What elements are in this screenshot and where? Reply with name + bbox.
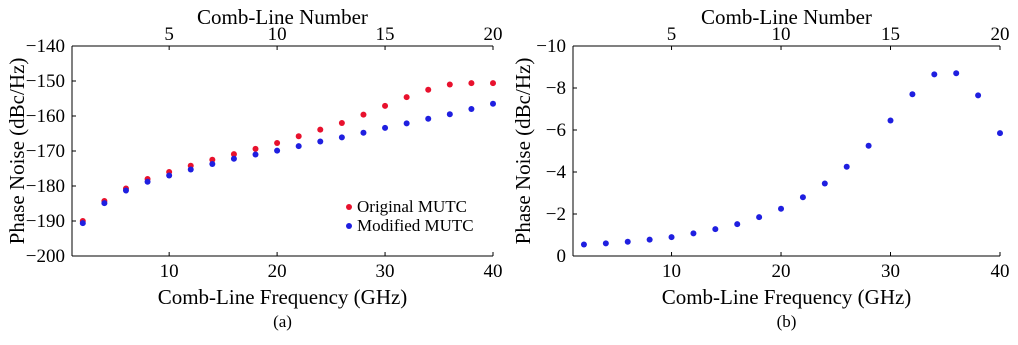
data-point-modified-mutc xyxy=(252,151,259,158)
data-point-original-mutc xyxy=(252,145,259,152)
data-point-series-0 xyxy=(668,234,675,241)
y-tick-label: −200 xyxy=(26,246,65,267)
top-x-tick-label: 15 xyxy=(376,24,395,45)
data-point-series-0 xyxy=(975,92,982,99)
data-point-modified-mutc xyxy=(274,147,281,154)
data-point-original-mutc xyxy=(446,81,453,88)
data-point-series-0 xyxy=(931,71,938,78)
data-point-modified-mutc xyxy=(187,166,194,173)
top-x-tick-label: 5 xyxy=(164,24,174,45)
data-point-original-mutc xyxy=(425,86,432,93)
data-point-modified-mutc xyxy=(425,115,432,122)
x-axis-label: Comb-Line Frequency (GHz) xyxy=(662,285,912,309)
data-point-original-mutc xyxy=(490,80,496,87)
data-point-modified-mutc xyxy=(317,138,324,145)
data-point-series-0 xyxy=(756,214,763,221)
data-point-modified-mutc xyxy=(490,100,496,107)
data-point-series-0 xyxy=(778,205,785,212)
y-tick-label: −140 xyxy=(26,36,65,57)
data-point-series-0 xyxy=(887,117,894,124)
data-point-modified-mutc xyxy=(338,134,345,141)
y-tick-label: −170 xyxy=(26,141,65,162)
data-point-original-mutc xyxy=(230,151,237,158)
x-tick-label: 20 xyxy=(772,261,791,282)
data-point-series-0 xyxy=(865,142,872,149)
data-point-modified-mutc xyxy=(230,155,237,162)
x-tick-label: 20 xyxy=(268,261,287,282)
x-tick-label: 30 xyxy=(376,261,395,282)
y-tick-label: −150 xyxy=(26,71,65,92)
data-point-modified-mutc xyxy=(382,124,389,131)
data-point-modified-mutc xyxy=(446,111,453,118)
data-point-modified-mutc xyxy=(403,120,410,127)
data-point-series-0 xyxy=(953,70,960,77)
data-point-series-0 xyxy=(734,221,741,228)
data-point-series-0 xyxy=(712,226,719,233)
y-tick-label: −4 xyxy=(546,162,567,183)
data-point-series-0 xyxy=(821,180,828,187)
data-point-modified-mutc xyxy=(79,220,86,227)
top-x-tick-label: 5 xyxy=(667,24,677,45)
x-axis-label: Comb-Line Frequency (GHz) xyxy=(158,285,408,309)
y-tick-label: −180 xyxy=(26,176,65,197)
data-point-series-0 xyxy=(580,241,587,248)
x-tick-label: 10 xyxy=(160,261,179,282)
data-point-modified-mutc xyxy=(166,172,173,179)
y-axis-label: Phase Noise (dBc/Hz) xyxy=(511,58,535,245)
panel-a: 10 20 30 40 5 10 15 20 −200 −190 −180 −170 −160 −150 −… xyxy=(5,5,503,331)
data-point-modified-mutc xyxy=(144,178,151,185)
top-x-tick-label: 20 xyxy=(991,24,1010,45)
legend-marker xyxy=(346,204,352,210)
data-point-series-0 xyxy=(799,194,806,201)
x-tick-label: 10 xyxy=(662,261,681,282)
y-tick-label: −8 xyxy=(546,78,566,99)
data-point-original-mutc xyxy=(209,156,216,163)
data-point-modified-mutc xyxy=(122,187,129,194)
top-x-axis-label: Comb-Line Number xyxy=(197,5,368,29)
data-point-series-0 xyxy=(646,236,653,243)
top-x-axis-label: Comb-Line Number xyxy=(701,5,872,29)
y-tick-label: −10 xyxy=(536,36,566,57)
y-tick-label: −6 xyxy=(546,120,566,141)
legend-label: Original MUTC xyxy=(357,197,467,216)
top-x-tick-label: 10 xyxy=(772,24,791,45)
top-x-tick-label: 20 xyxy=(484,24,503,45)
data-point-original-mutc xyxy=(382,102,389,109)
panel-label: (a) xyxy=(273,312,292,331)
data-point-original-mutc xyxy=(338,120,345,126)
data-point-modified-mutc xyxy=(209,160,216,167)
data-point-series-0 xyxy=(909,91,916,98)
data-point-original-mutc xyxy=(360,111,367,118)
data-point-modified-mutc xyxy=(101,200,108,207)
data-point-series-0 xyxy=(843,163,850,170)
data-point-original-mutc xyxy=(468,80,475,87)
data-point-modified-mutc xyxy=(295,143,302,150)
top-x-tick-label: 15 xyxy=(881,24,900,45)
x-tick-label: 40 xyxy=(991,261,1010,282)
y-tick-label: −160 xyxy=(26,106,65,127)
data-point-modified-mutc xyxy=(468,106,475,112)
panel-b: 10 20 30 40 5 10 15 20 0 −2 −4 −6 −8 −10 Comb-Line Fre… xyxy=(511,5,1010,331)
data-point-modified-mutc xyxy=(360,129,367,136)
data-point-series-0 xyxy=(624,238,631,245)
y-tick-label: 0 xyxy=(557,246,567,267)
x-tick-label: 30 xyxy=(881,261,900,282)
y-tick-label: −190 xyxy=(26,211,65,232)
y-tick-label: −2 xyxy=(546,204,566,225)
data-point-series-0 xyxy=(690,230,697,237)
data-point-series-0 xyxy=(602,240,609,247)
data-point-original-mutc xyxy=(317,126,324,133)
data-point-original-mutc xyxy=(274,139,281,146)
y-axis-label: Phase Noise (dBc/Hz) xyxy=(5,58,29,245)
data-point-original-mutc xyxy=(403,94,410,101)
data-point-original-mutc xyxy=(295,133,302,140)
top-x-tick-label: 10 xyxy=(268,24,287,45)
legend-marker xyxy=(346,223,352,229)
data-point-series-0 xyxy=(997,130,1003,137)
x-tick-label: 40 xyxy=(484,261,503,282)
panel-label: (b) xyxy=(777,312,797,331)
legend-label: Modified MUTC xyxy=(357,216,474,235)
